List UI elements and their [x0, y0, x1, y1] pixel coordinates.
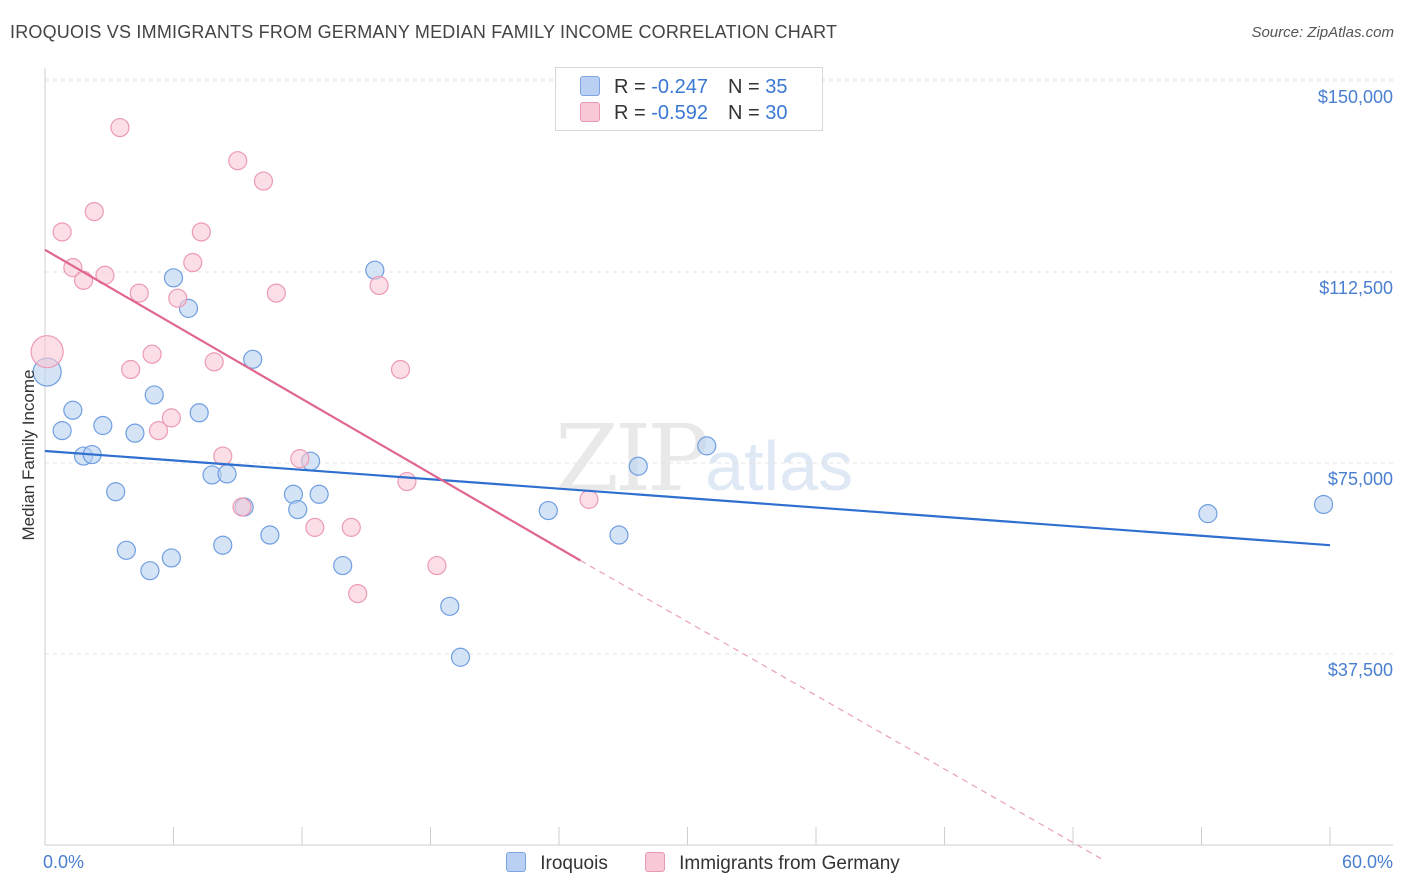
legend-n-value: 35: [765, 76, 788, 98]
iroquois-swatch: [506, 852, 527, 872]
iroquois-point: [309, 484, 329, 504]
iroquois-swatch: [580, 76, 600, 96]
legend-r-value: -0.247: [651, 76, 708, 98]
iroquois-point: [628, 456, 648, 476]
iroquois-point: [189, 403, 209, 423]
germany-swatch: [645, 852, 666, 872]
chart-title: IROQUOIS VS IMMIGRANTS FROM GERMANY MEDI…: [10, 22, 838, 42]
germany-point: [290, 449, 310, 469]
iroquois-point: [288, 499, 308, 520]
iroquois-point: [125, 423, 145, 443]
germany-point: [579, 489, 599, 509]
germany-point: [110, 117, 130, 138]
germany-point: [228, 151, 248, 171]
iroquois-point: [140, 561, 160, 581]
germany-point: [266, 283, 286, 303]
iroquois-point: [538, 500, 558, 521]
y-tick-label: $37,500: [1328, 660, 1393, 680]
series-legend-iroquois: Iroquois: [506, 852, 608, 875]
germany-trend-line: [44, 248, 581, 562]
germany-trend-extension: [580, 559, 1106, 862]
axis-labels: $37,500 $75,000 $112,500 $150,000 0.0% 60.0% M…: [19, 87, 1393, 872]
legend-row-germany: R = -0.592 N = 30: [580, 102, 787, 126]
germany-point: [191, 222, 211, 242]
legend-n-label: N =: [727, 102, 766, 124]
y-tick-label: $75,000: [1328, 469, 1393, 489]
series-name: Immigrants from Germany: [679, 853, 900, 874]
iroquois-point: [1313, 494, 1334, 515]
iroquois-point: [144, 385, 164, 405]
correlation-legend: R = -0.247 N = 35 R = -0.592 N = 30: [555, 67, 823, 131]
germany-point: [305, 517, 325, 537]
germany-point: [213, 446, 233, 466]
germany-point: [84, 202, 104, 222]
legend-n-label: N =: [727, 76, 766, 98]
iroquois-point: [333, 555, 353, 576]
series-name: Iroquois: [540, 853, 608, 874]
germany-point: [121, 359, 141, 380]
iroquois-point: [697, 436, 717, 456]
iroquois-trend-line: [44, 449, 1331, 547]
legend-r-label: R =: [614, 76, 652, 98]
germany-point: [369, 275, 389, 296]
germany-point: [129, 283, 149, 303]
iroquois-point: [52, 421, 72, 441]
legend-r-label: R =: [614, 102, 652, 124]
data-points: [30, 117, 1334, 667]
germany-point: [30, 335, 64, 369]
iroquois-point: [161, 548, 181, 568]
axes: [44, 68, 1393, 846]
iroquois-point: [116, 540, 136, 560]
iroquois-point: [609, 525, 629, 545]
iroquois-point: [163, 268, 184, 288]
iroquois-point: [106, 482, 126, 502]
iroquois-point: [243, 349, 263, 369]
watermark-atlas: atlas: [705, 427, 854, 505]
legend-n-value: 30: [765, 102, 788, 124]
legend-row-iroquois: R = -0.247 N = 35: [580, 76, 787, 100]
germany-point: [73, 270, 94, 290]
iroquois-point: [450, 647, 471, 667]
germany-point: [148, 421, 169, 441]
iroquois-point: [440, 596, 460, 616]
x-tick-label: 60.0%: [1342, 852, 1393, 872]
germany-point: [341, 517, 361, 537]
germany-point: [168, 288, 188, 308]
germany-point: [232, 497, 252, 517]
iroquois-point: [63, 400, 83, 420]
germany-point: [427, 555, 447, 576]
germany-point: [397, 471, 417, 492]
germany-point: [161, 408, 181, 428]
source-label: Source: ZipAtlas.com: [1251, 24, 1394, 41]
germany-point: [253, 171, 274, 191]
germany-point: [52, 222, 72, 242]
iroquois-point: [93, 415, 113, 436]
iroquois-point: [217, 464, 237, 484]
iroquois-point: [213, 535, 233, 555]
germany-point: [348, 583, 368, 604]
series-legend: Iroquois Immigrants from Germany: [0, 852, 1406, 875]
series-legend-germany: Immigrants from Germany: [645, 852, 900, 875]
y-tick-label: $112,500: [1319, 278, 1393, 298]
germany-point: [204, 352, 224, 372]
iroquois-point: [260, 525, 280, 545]
y-axis-label: Median Family Income: [19, 369, 38, 540]
germany-point: [390, 359, 411, 380]
germany-point: [142, 344, 162, 364]
x-tick-label: 0.0%: [43, 852, 84, 872]
trend-lines: [44, 248, 1331, 862]
iroquois-point: [1198, 504, 1218, 524]
germany-swatch: [580, 102, 600, 122]
legend-r-value: -0.592: [651, 102, 708, 124]
y-tick-label: $150,000: [1318, 87, 1393, 107]
germany-point: [183, 252, 203, 273]
